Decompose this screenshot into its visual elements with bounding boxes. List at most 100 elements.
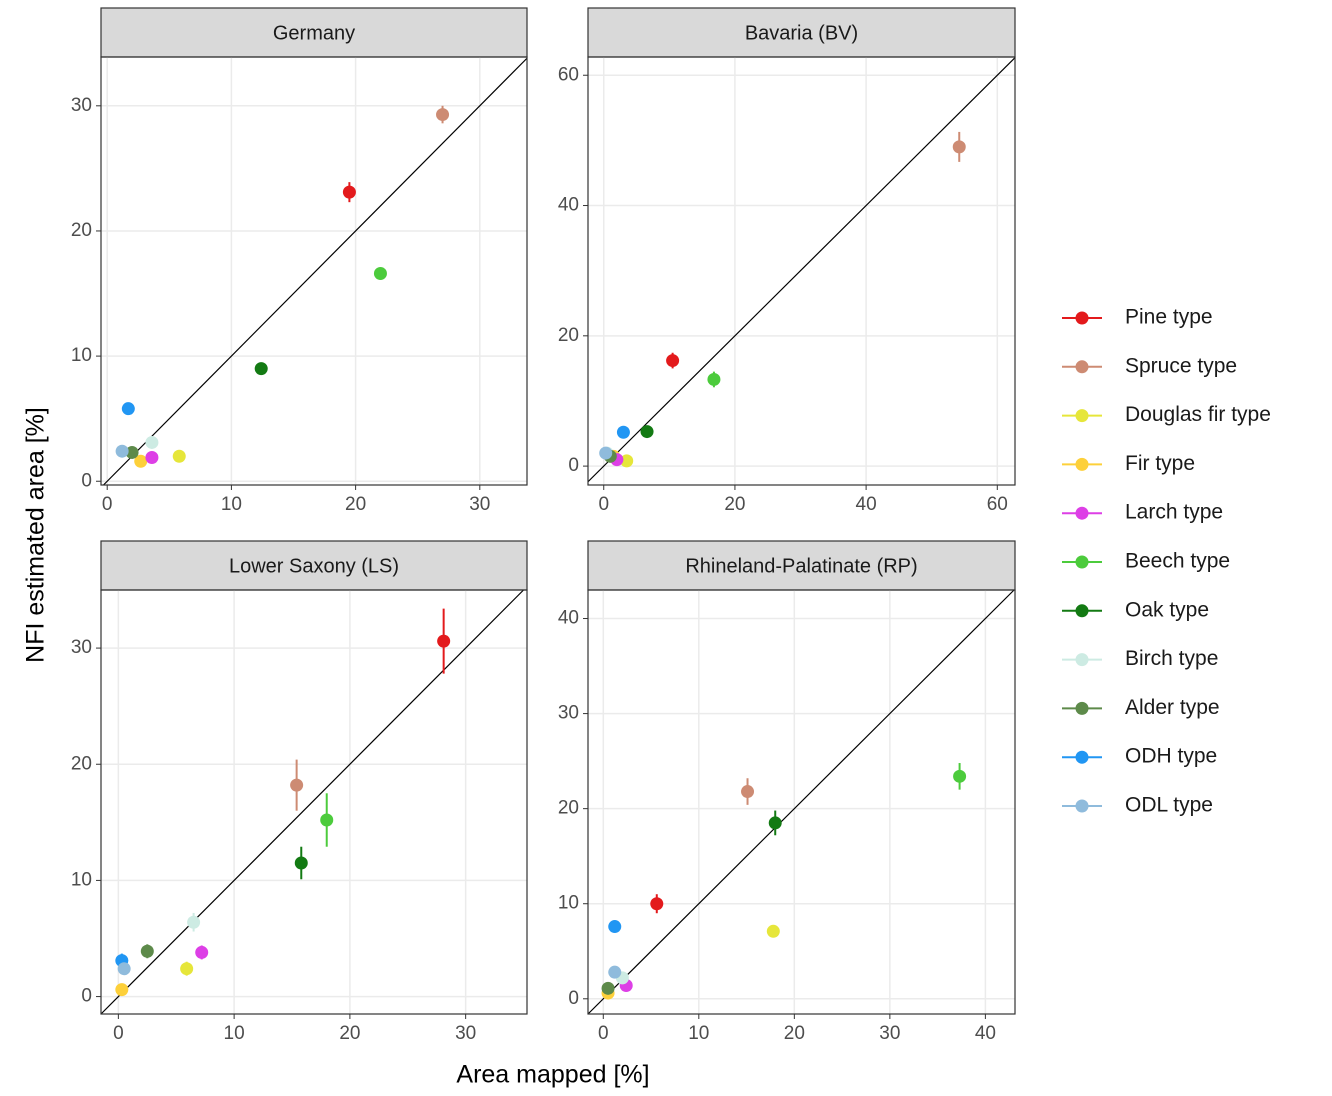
legend-key-point <box>1075 311 1089 325</box>
legend-label: Larch type <box>1125 501 1223 524</box>
legend-key-point <box>1075 799 1089 813</box>
legend-key-point <box>1075 360 1089 374</box>
marks <box>115 105 450 468</box>
panel-border <box>587 589 1016 1015</box>
legend-label: Pine type <box>1125 306 1213 329</box>
legend-key-point <box>1075 750 1089 764</box>
legend-key-point <box>1075 457 1089 471</box>
identity-line <box>587 57 1016 483</box>
y-tick-label: 10 <box>558 893 579 914</box>
panel-border <box>100 589 528 1015</box>
x-tick-label: 20 <box>339 1023 360 1044</box>
point <box>640 425 654 439</box>
point <box>115 983 129 997</box>
point <box>437 634 451 648</box>
x-tick-label: 10 <box>224 1023 245 1044</box>
facet-title: Rhineland-Palatinate (RP) <box>685 555 917 577</box>
identity-line <box>103 57 528 486</box>
point <box>650 897 664 911</box>
x-tick-label: 0 <box>598 1023 609 1044</box>
x-tick-label: 0 <box>113 1023 124 1044</box>
y-tick-label: 20 <box>71 220 92 241</box>
point <box>172 449 186 463</box>
x-tick-label: 30 <box>455 1023 476 1044</box>
point <box>666 354 680 368</box>
facet-strip <box>587 7 1016 58</box>
x-axis-title: Area mapped [%] <box>456 1061 649 1089</box>
x-tick-label: 10 <box>221 494 242 515</box>
legend-key-point <box>1075 701 1089 715</box>
legend-label: Oak type <box>1125 598 1209 621</box>
y-tick-label: 10 <box>71 869 92 890</box>
x-tick-label: 20 <box>784 1023 805 1044</box>
plot-background <box>101 57 527 485</box>
legend-key-point <box>1075 409 1089 423</box>
identity-line <box>587 589 1015 1015</box>
identity-line <box>100 589 524 1015</box>
point <box>953 769 967 783</box>
x-tick-label: 30 <box>469 494 490 515</box>
y-tick-label: 10 <box>71 345 92 366</box>
point <box>373 267 387 281</box>
panel-border <box>100 56 528 486</box>
facet-title: Lower Saxony (LS) <box>229 555 399 577</box>
point <box>599 446 613 460</box>
y-tick-label: 20 <box>71 753 92 774</box>
y-tick-label: 40 <box>558 195 579 216</box>
marks <box>599 131 966 468</box>
y-tick-label: 20 <box>558 798 579 819</box>
point <box>187 915 201 929</box>
y-tick-label: 0 <box>568 455 579 476</box>
legend-key-point <box>1075 555 1089 569</box>
point <box>180 962 194 976</box>
y-tick-label: 30 <box>558 703 579 724</box>
point <box>145 435 159 449</box>
point <box>134 454 148 468</box>
facet-strip <box>100 540 528 591</box>
legend-label: Fir type <box>1125 452 1195 475</box>
point <box>952 140 966 154</box>
y-tick-label: 20 <box>558 325 579 346</box>
x-tick-label: 0 <box>102 494 113 515</box>
facet-title: Bavaria (BV) <box>745 22 858 44</box>
legend-key-point <box>1075 653 1089 667</box>
point <box>115 444 129 458</box>
legend-label: Birch type <box>1125 647 1218 670</box>
x-tick-label: 10 <box>688 1023 709 1044</box>
x-tick-label: 60 <box>987 494 1008 515</box>
y-tick-label: 30 <box>71 637 92 658</box>
point <box>342 185 356 199</box>
point <box>145 450 159 464</box>
x-tick-label: 20 <box>345 494 366 515</box>
legend-label: ODL type <box>1125 794 1213 817</box>
y-tick-label: 40 <box>558 608 579 629</box>
y-tick-label: 0 <box>81 470 92 491</box>
x-tick-label: 40 <box>975 1023 996 1044</box>
point <box>125 445 139 459</box>
point <box>766 924 780 938</box>
point <box>195 945 209 959</box>
legend-key-point <box>1075 604 1089 618</box>
legend-label: Alder type <box>1125 696 1220 719</box>
point <box>320 813 334 827</box>
y-axis-title: NFI estimated area [%] <box>22 407 50 663</box>
x-tick-label: 30 <box>879 1023 900 1044</box>
point <box>620 454 634 468</box>
marks <box>601 763 967 1000</box>
y-tick-label: 0 <box>81 986 92 1007</box>
x-tick-label: 40 <box>856 494 877 515</box>
point <box>254 362 268 376</box>
point <box>290 778 304 792</box>
legend-label: Spruce type <box>1125 354 1237 377</box>
point <box>140 944 154 958</box>
y-tick-label: 60 <box>558 64 579 85</box>
point <box>601 981 615 995</box>
point <box>608 965 622 979</box>
legend-label: Douglas fir type <box>1125 403 1271 426</box>
point <box>121 402 135 416</box>
panel-border <box>587 56 1016 486</box>
point <box>294 856 308 870</box>
point <box>707 372 721 386</box>
